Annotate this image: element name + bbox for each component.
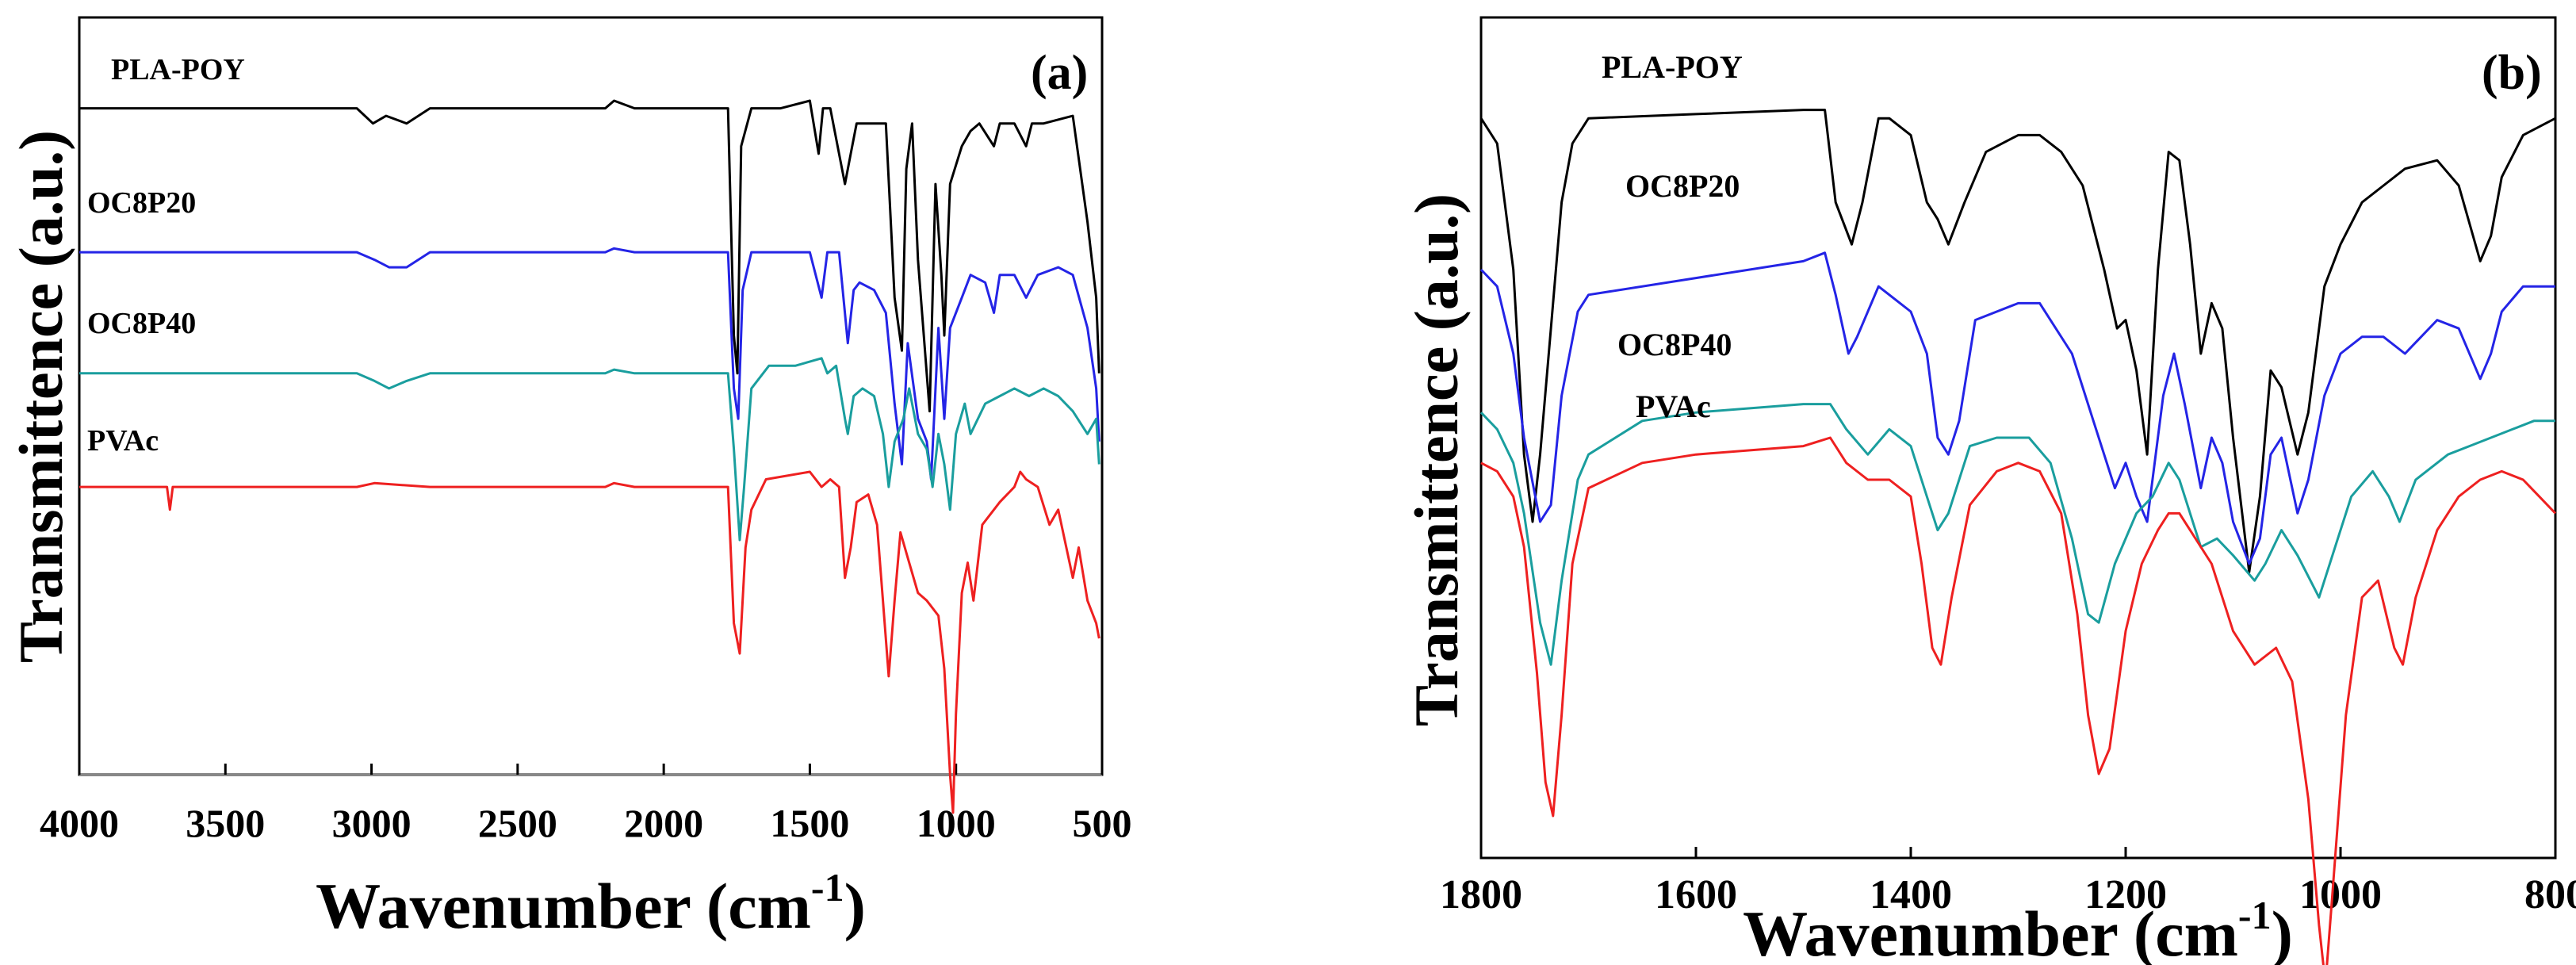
panel-b-label-oc8p40: OC8P40 bbox=[1617, 327, 1732, 362]
panel-a-x-tick-label: 4000 bbox=[40, 801, 119, 845]
panel-b-x-tick-label: 1600 bbox=[1655, 872, 1737, 917]
panel-b-x-axis-title-sup: -1 bbox=[2238, 893, 2272, 937]
panel-b-x-tick-label: 1400 bbox=[1870, 872, 1952, 917]
panel-b-series-pla-poy bbox=[1479, 109, 2556, 574]
panel-b-label-pvac: PVAc bbox=[1636, 389, 1711, 424]
panel-b-y-axis-title: Transmittence (a.u.) bbox=[1402, 193, 1471, 726]
panel-b-plot-frame bbox=[1479, 16, 2557, 860]
panel-b-x-axis-title-close: ) bbox=[2272, 898, 2293, 965]
panel-b: 1800 1600 1400 1200 1000 800 PLA-POY OC8P20 OC8… bbox=[1402, 16, 2576, 965]
panel-a: 4000 3500 3000 2500 2000 1500 1000 500 PLA-POY O… bbox=[6, 16, 1132, 942]
panel-a-x-tick-label: 500 bbox=[1073, 801, 1132, 845]
panel-a-x-tick-label: 3000 bbox=[332, 801, 411, 845]
panel-a-plot-frame bbox=[78, 16, 1104, 776]
panel-a-label-oc8p40: OC8P40 bbox=[87, 307, 196, 340]
panel-b-label-oc8p20: OC8P20 bbox=[1625, 168, 1740, 204]
panel-b-x-tick-label: 1200 bbox=[2084, 872, 2167, 917]
panel-b-x-axis-title-main: Wavenumber (cm bbox=[1743, 898, 2238, 965]
panel-a-x-axis-title: Wavenumber (cm-1) bbox=[316, 865, 866, 942]
panel-a-x-axis-title-main: Wavenumber (cm bbox=[316, 870, 811, 942]
panel-a-label-oc8p20: OC8P20 bbox=[87, 186, 196, 220]
panel-a-y-axis-title: Transmittence (a.u.) bbox=[6, 130, 75, 663]
panel-b-x-tick-label: 800 bbox=[2524, 872, 2576, 917]
panel-b-series-labels: PLA-POY OC8P20 OC8P40 PVAc bbox=[1602, 49, 1743, 424]
panel-a-series-pla-poy bbox=[79, 99, 1100, 413]
panel-a-x-axis-title-sup: -1 bbox=[811, 865, 844, 909]
panel-a-tag: (a) bbox=[1031, 46, 1088, 100]
panel-a-x-axis-title-close: ) bbox=[844, 870, 866, 942]
panel-b-x-ticks: 1800 1600 1400 1200 1000 800 bbox=[1440, 847, 2576, 917]
panel-a-x-ticks: 4000 3500 3000 2500 2000 1500 1000 500 bbox=[40, 764, 1132, 845]
panel-b-series-lines bbox=[1479, 109, 2557, 965]
panel-a-series-pvac bbox=[79, 470, 1100, 814]
panel-b-series-oc8p40 bbox=[1479, 403, 2555, 666]
panel-a-x-tick-label: 1000 bbox=[917, 801, 996, 845]
panel-b-x-tick-label: 1000 bbox=[2299, 872, 2382, 917]
panel-a-x-tick-label: 1500 bbox=[770, 801, 849, 845]
panel-a-label-pla-poy: PLA-POY bbox=[111, 53, 245, 86]
panel-a-x-tick-label: 2500 bbox=[478, 801, 557, 845]
panel-b-label-pla-poy: PLA-POY bbox=[1602, 49, 1743, 85]
panel-a-series-oc8p20 bbox=[79, 247, 1100, 481]
panel-a-label-pvac: PVAc bbox=[87, 424, 159, 458]
panel-b-series-pvac bbox=[1480, 436, 2557, 965]
panel-b-x-axis-title: Wavenumber (cm-1) bbox=[1743, 893, 2293, 965]
panel-a-series-oc8p40 bbox=[79, 357, 1100, 542]
panel-a-series-lines bbox=[79, 99, 1100, 814]
panel-b-x-tick-label: 1800 bbox=[1440, 872, 1522, 917]
panel-a-x-tick-label: 3500 bbox=[186, 801, 265, 845]
panel-a-series-labels: PLA-POY OC8P20 OC8P40 PVAc bbox=[87, 53, 245, 458]
panel-a-x-tick-label: 2000 bbox=[624, 801, 703, 845]
panel-b-series-oc8p20 bbox=[1479, 251, 2555, 565]
panel-b-tag: (b) bbox=[2482, 46, 2542, 100]
